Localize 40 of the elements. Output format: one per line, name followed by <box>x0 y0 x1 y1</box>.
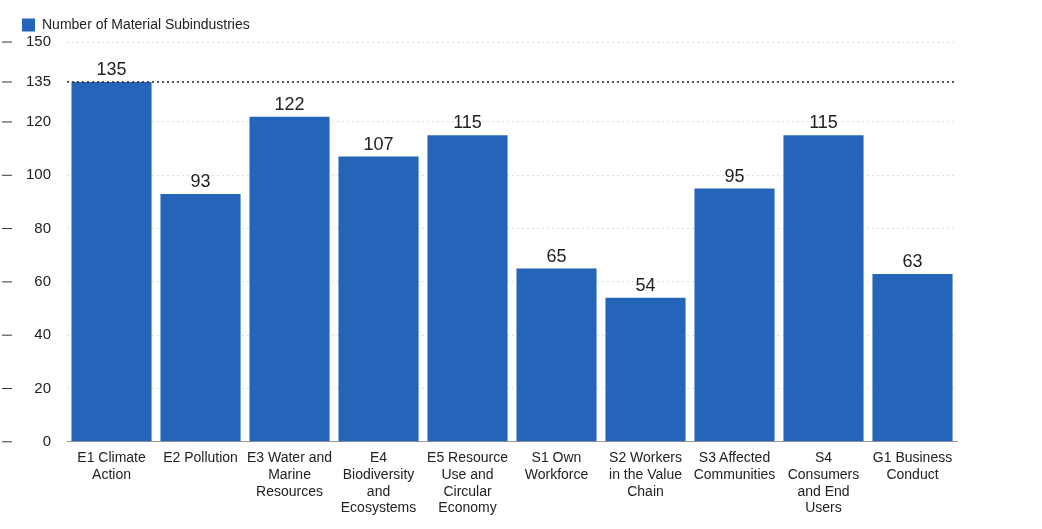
bar <box>427 135 508 442</box>
y-tick-label: 20 <box>34 378 52 396</box>
x-tick-label: S4 Consumers and End Users <box>787 449 860 516</box>
data-label: 115 <box>809 112 838 133</box>
y-tick-label: 100 <box>26 165 52 183</box>
x-tick-label: E3 Water and Marine Resources <box>246 449 333 499</box>
data-label: 115 <box>453 112 482 133</box>
x-tick-label: E2 Pollution <box>163 449 238 466</box>
data-label: 65 <box>546 245 567 266</box>
data-label: 122 <box>274 93 305 114</box>
data-label: 54 <box>635 274 656 295</box>
bar <box>71 81 152 442</box>
x-tick-label: S1 Own Workforce <box>524 449 589 482</box>
y-tick-label: 120 <box>26 112 52 130</box>
x-tick-label: G1 Business Conduct <box>872 449 953 482</box>
x-tick-label: S2 Workers in the Value Chain <box>609 449 683 499</box>
data-label: 135 <box>96 58 127 79</box>
x-tick-label: E1 Climate Action <box>77 449 146 482</box>
legend-label: Number of Material Subindustries <box>42 15 250 32</box>
y-tick-label: 135 <box>26 72 52 90</box>
bar <box>249 116 330 442</box>
bar <box>605 297 686 442</box>
x-tick-label: E5 Resource Use and Circular Economy <box>427 449 509 516</box>
bar <box>783 135 864 442</box>
y-tick-label: 0 <box>42 431 52 449</box>
data-label: 93 <box>190 170 211 191</box>
y-tick-label: 60 <box>34 272 52 290</box>
bar <box>338 156 419 442</box>
x-tick-label: E4 Biodiversity and Ecosystems <box>340 449 417 516</box>
bar <box>516 268 597 442</box>
data-label: 107 <box>363 133 394 154</box>
data-label: 95 <box>724 165 745 186</box>
x-tick-label: S3 Affected Communities <box>693 449 776 482</box>
y-tick-label: 40 <box>34 325 52 343</box>
y-tick-label: 80 <box>34 218 52 236</box>
bar <box>694 188 775 442</box>
bar <box>160 193 241 442</box>
bar <box>872 273 953 442</box>
data-label: 63 <box>902 250 923 271</box>
y-tick-label: 150 <box>26 32 52 50</box>
